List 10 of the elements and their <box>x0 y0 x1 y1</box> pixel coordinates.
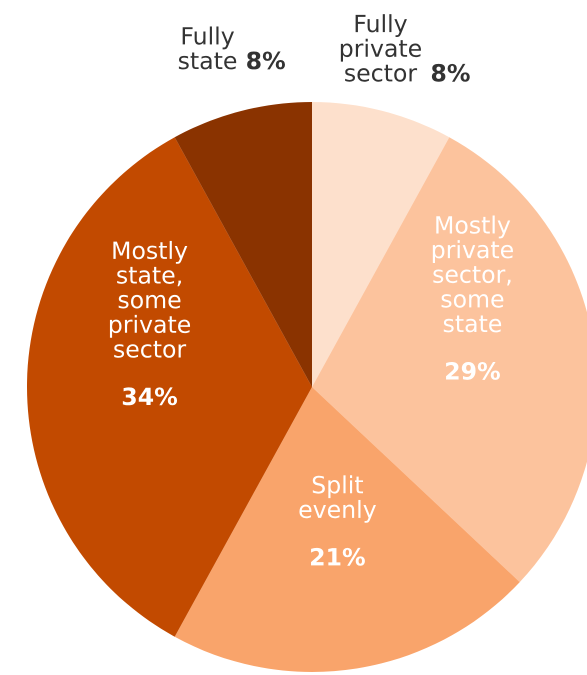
data-label: 8% <box>247 52 285 70</box>
slice-label: Fully state <box>178 26 236 70</box>
slice-label: Mostly state, some private sector <box>110 240 190 358</box>
slice-label: Fully private sector <box>340 14 421 82</box>
slice-label: Split evenly <box>299 475 376 523</box>
data-label: 21% <box>311 548 365 566</box>
data-label: 8% <box>432 64 470 82</box>
slice-label: Mostly private sector, some state <box>432 216 513 332</box>
data-label: 34% <box>122 387 178 406</box>
data-label: 29% <box>446 362 500 380</box>
